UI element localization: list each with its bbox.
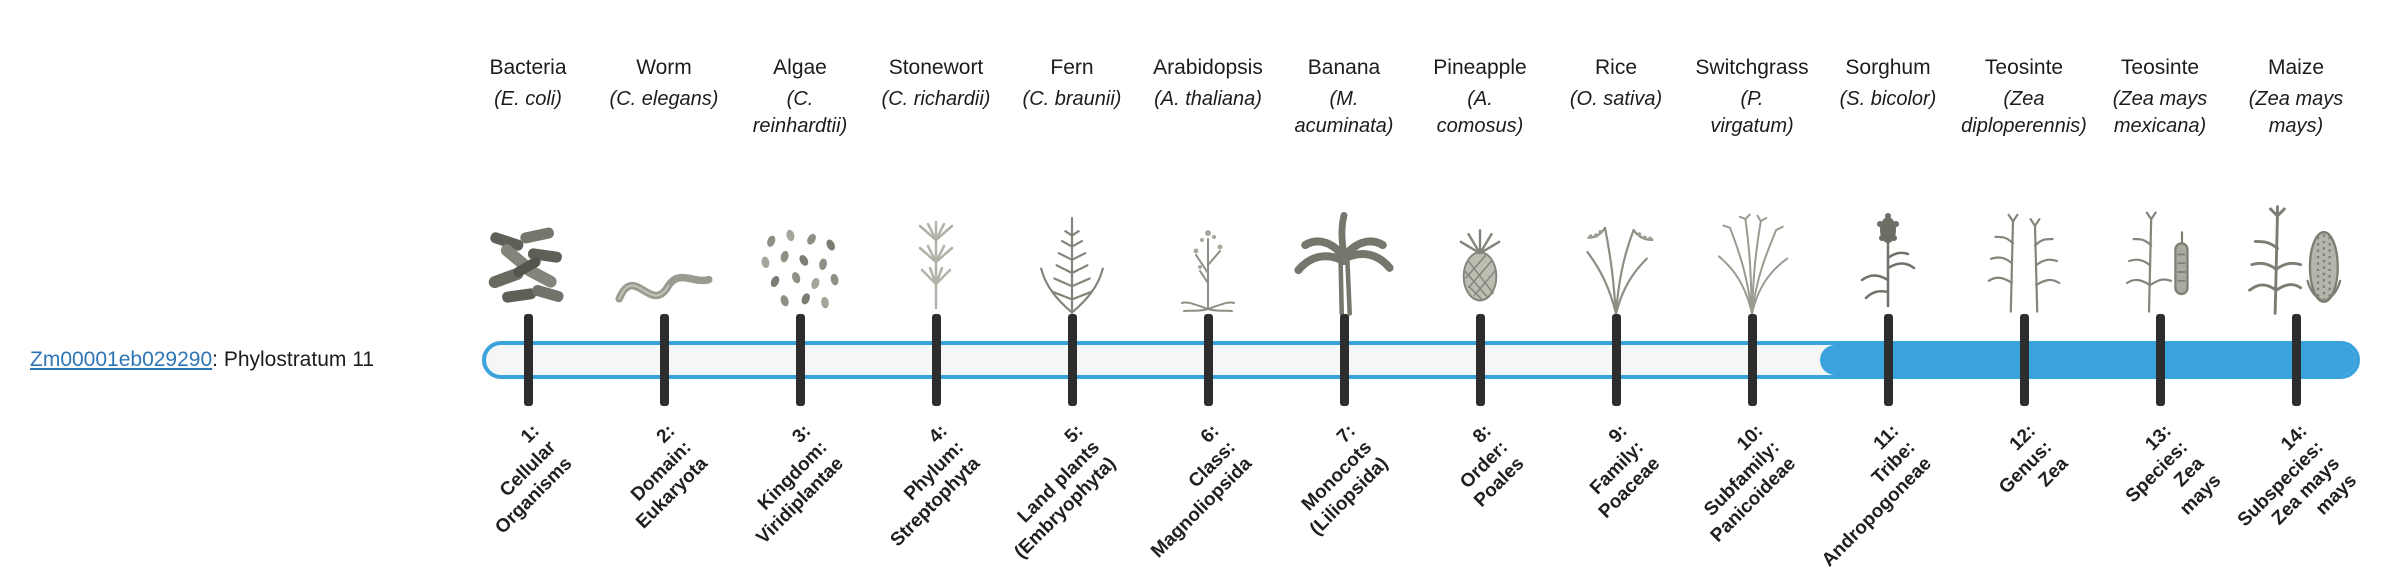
timeline-bar [482,341,2360,379]
sorghum-icon [1860,213,1916,308]
teosinte-diploperennis-icon [1987,213,2061,313]
stratum-label-12: 12: Genus: Zea [1994,420,2073,499]
organism-illustration [1838,166,1938,318]
organism-scientific-name: (A. thaliana) [1154,88,1262,110]
organism-illustration [1432,166,1528,318]
organism-illustration [1969,166,2079,318]
organism-common-name: Arabidopsis [1153,56,1263,79]
organism-column-banana: Banana (M. acuminata) [1276,50,1412,318]
timeline-bar-fill [1820,345,2356,375]
organism-column-arabidopsis: Arabidopsis (A. thaliana) [1140,50,1276,318]
organism-column-rice: Rice (O. sativa) [1548,50,1684,318]
organism-common-name: Stonewort [888,56,984,79]
gene-link[interactable]: Zm00001eb029290 [30,348,213,371]
organism-common-name: Teosinte [1984,56,2064,79]
organism-illustration [2237,166,2355,318]
gene-label: Zm00001eb029290: Phylostratum 11 [30,347,374,373]
organism-common-name: Rice [1594,56,1637,79]
stratum-label-3: 3: Kingdom: Viridiplantae [753,420,849,549]
stratum-label-10: 10: Subfamily: Panicoideae [1700,420,1801,547]
bacteria-icon [488,227,564,303]
organism-illustration [2105,166,2215,318]
organism-illustration [748,166,852,318]
organism-illustration [1697,166,1807,318]
organism-column-maize: Maize (Zea mays mays) [2228,50,2364,318]
maize-icon [2248,205,2342,315]
arabidopsis-icon [1181,230,1235,312]
banana-icon [1294,211,1394,316]
organism-scientific-name: (O. sativa) [1569,88,1663,110]
organism-illustration [470,166,586,318]
stratum-label-1: 1: Cellular Organisms [491,420,577,539]
organism-scientific-name: (S. bicolor) [1839,88,1937,110]
organism-column-sorghum: Sorghum (S. bicolor) [1820,50,1956,318]
organism-scientific-name: (M. acuminata) [1294,88,1394,137]
organism-common-name: Maize [2267,56,2325,79]
organism-common-name: Banana [1307,56,1381,79]
stratum-label-8: 8: Order: Poales [1456,420,1529,512]
organism-illustration [1287,166,1401,318]
fern-icon [1040,216,1104,314]
worm-icon [615,273,713,303]
organism-scientific-name: (C. richardii) [881,88,991,110]
organism-scientific-name: (C. braunii) [1022,88,1122,110]
organism-scientific-name: (Zea mays mays) [2248,88,2344,137]
organism-column-stonewort: Stonewort (C. richardii) [868,50,1004,318]
organism-illustration [1560,166,1672,318]
stratum-label-4: 4: Phylum: Streptophyta [886,420,985,552]
organism-scientific-name: (P. virgatum) [1710,88,1794,137]
organism-common-name: Worm [636,56,692,79]
organism-column-worm: Worm (C. elegans) [596,50,732,318]
algae-icon [761,229,839,309]
organism-header-row: Bacteria (E. coli) [460,50,2364,318]
organism-common-name: Teosinte [2120,56,2200,79]
organism-illustration [886,166,986,318]
organism-column-fern: Fern (C. braunii) [1004,50,1140,318]
organism-scientific-name: (C. reinhardtii) [752,88,848,137]
stratum-label-9: 9: Family: Poaceae [1586,420,1665,523]
organism-scientific-name: (C. elegans) [609,88,719,110]
stratum-label-14: 14: Subspecies: Zea mays mays [2233,420,2361,532]
organism-column-teosinte-mexicana: Teosinte (Zea mays mexicana) [2092,50,2228,318]
phylostrata-row: 1: Cellular Organisms 2: Domain: Eukaryo… [460,420,2364,575]
stratum-label-13: 13: Species: Zea mays [2121,420,2225,520]
organism-common-name: Algae [773,56,827,79]
organism-column-bacteria: Bacteria (E. coli) [460,50,596,318]
organism-column-teosinte-diploperennis: Teosinte (Zea diploperennis) [1956,50,2092,318]
organism-common-name: Bacteria [489,56,567,79]
organism-column-switchgrass: Switchgrass (P. virgatum) [1684,50,1820,318]
stonewort-icon [918,220,954,310]
pineapple-icon [1459,229,1501,302]
organism-column-pineapple: Pineapple (A. comosus) [1412,50,1548,318]
organism-scientific-name: (Zea diploperennis) [1961,88,2087,137]
stratum-label-2: 2: Domain: Eukaryota [627,420,713,534]
stratum-label-7: 7: Monocots (Liliopsida) [1297,420,1393,540]
organism-common-name: Fern [1050,56,1094,79]
organism-common-name: Sorghum [1845,56,1931,79]
organism-column-algae: Algae (C. reinhardtii) [732,50,868,318]
organism-common-name: Pineapple [1433,56,1527,79]
teosinte-mexicana-icon [2125,211,2189,313]
organism-common-name: Switchgrass [1695,56,1809,79]
organism-illustration [610,166,718,318]
organism-illustration [1158,166,1258,318]
organism-scientific-name: (A. comosus) [1436,88,1524,137]
organism-scientific-name: (Zea mays mexicana) [2112,88,2208,137]
organism-scientific-name: (E. coli) [494,88,562,110]
switchgrass-icon [1718,213,1789,315]
rice-icon [1586,226,1654,315]
organism-illustration [1017,166,1127,318]
gene-label-suffix: : Phylostratum 11 [212,348,375,371]
